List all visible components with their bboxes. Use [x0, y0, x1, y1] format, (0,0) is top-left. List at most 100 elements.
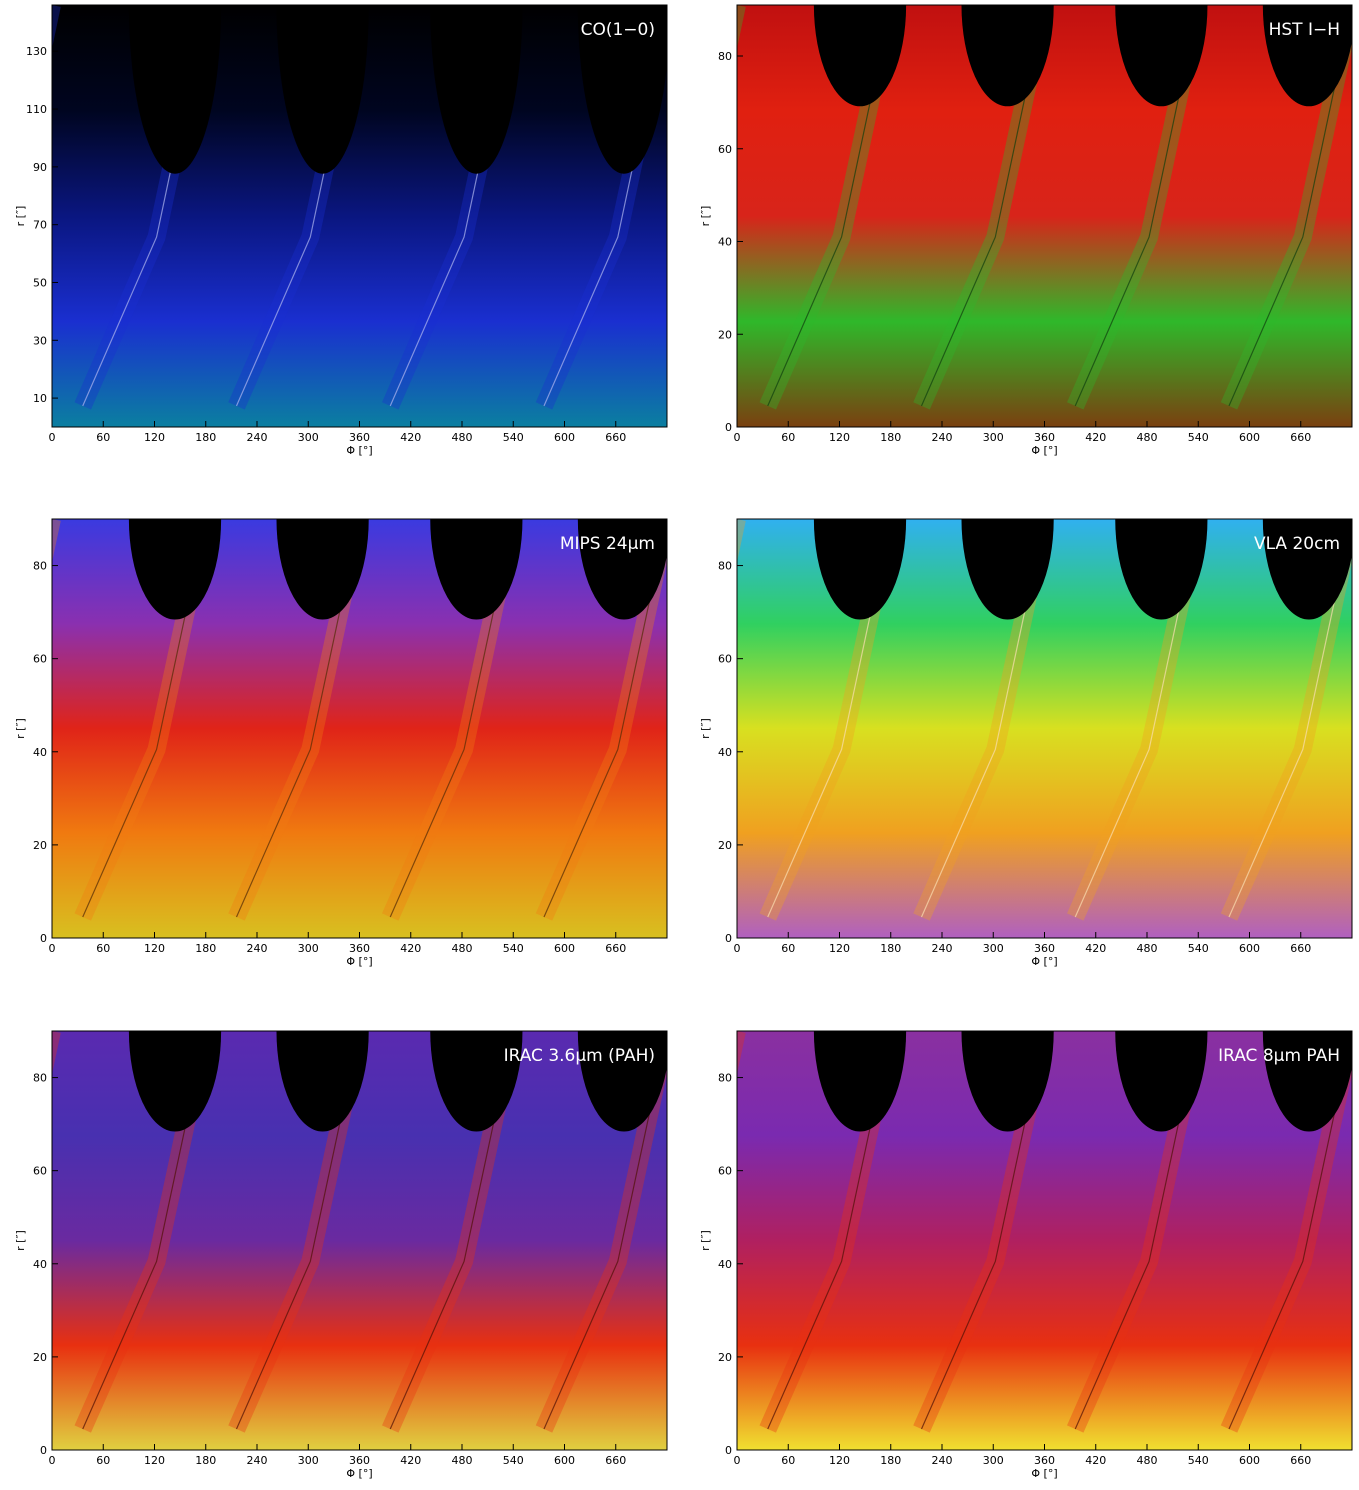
x-tick-label: 120 — [829, 1454, 850, 1467]
x-axis-label: Φ [°] — [346, 444, 372, 457]
panel-title: IRAC 3.6μm (PAH) — [504, 1046, 655, 1066]
blank-lobe — [813, 5, 907, 107]
blank-lobe — [276, 519, 369, 620]
y-tick-label: 110 — [26, 103, 47, 116]
x-tick-label: 660 — [1290, 942, 1311, 955]
x-tick-label: 180 — [880, 431, 901, 444]
blank-lobe — [577, 519, 667, 620]
panel: 0 60 120 180 240 300 360 420 480 540 600 660 0 20 40 60… — [699, 518, 1353, 968]
x-tick-label: 540 — [503, 942, 524, 955]
map-structure — [52, 1031, 667, 1433]
blank-lobe — [430, 519, 523, 620]
panel-title: CO(1−0) — [581, 20, 655, 40]
x-tick-label: 300 — [298, 431, 319, 444]
y-tick-label: 60 — [718, 143, 732, 156]
x-tick-label: 660 — [1290, 1454, 1311, 1467]
blank-lobe — [961, 519, 1054, 620]
y-tick-label: 130 — [26, 45, 47, 58]
y-tick-label: 90 — [33, 161, 47, 174]
x-tick-label: 360 — [1034, 431, 1055, 444]
panel-title: HST I−H — [1269, 20, 1340, 40]
y-tick-label: 40 — [33, 746, 47, 759]
y-tick-label: 20 — [33, 1351, 47, 1364]
x-tick-label: 240 — [247, 431, 268, 444]
y-tick-label: 50 — [33, 276, 47, 289]
blank-lobe — [128, 5, 222, 174]
x-tick-label: 0 — [734, 431, 741, 444]
x-tick-label: 420 — [400, 431, 421, 444]
map-structure — [52, 5, 667, 410]
blank-lobe — [1115, 519, 1208, 620]
x-tick-label: 180 — [195, 1454, 216, 1467]
x-tick-label: 240 — [932, 1454, 953, 1467]
x-tick-label: 420 — [400, 1454, 421, 1467]
x-tick-label: 180 — [880, 1454, 901, 1467]
y-axis-label: r [″] — [14, 718, 27, 739]
x-tick-label: 480 — [452, 942, 473, 955]
map-structure — [52, 519, 667, 921]
y-axis-label: r [″] — [14, 1230, 27, 1251]
blank-lobe — [577, 1031, 667, 1132]
blank-lobe — [276, 5, 369, 174]
map-structure — [737, 5, 1352, 410]
panel: 0 60 120 180 240 300 360 420 480 540 600 660 0 20 40 60… — [14, 1030, 668, 1480]
y-tick-label: 80 — [33, 560, 47, 573]
x-tick-label: 300 — [983, 431, 1004, 444]
y-tick-label: 20 — [33, 839, 47, 852]
x-tick-label: 0 — [734, 1454, 741, 1467]
blank-lobe — [1262, 1031, 1352, 1132]
x-tick-label: 120 — [144, 431, 165, 444]
x-tick-label: 540 — [1188, 942, 1209, 955]
blank-lobe — [1115, 1031, 1208, 1132]
y-tick-label: 60 — [718, 1165, 732, 1178]
x-tick-label: 420 — [400, 942, 421, 955]
x-axis-label: Φ [°] — [1031, 444, 1057, 457]
x-tick-label: 540 — [1188, 431, 1209, 444]
arm-band — [52, 519, 61, 563]
x-tick-label: 480 — [1137, 1454, 1158, 1467]
x-tick-label: 120 — [829, 942, 850, 955]
x-tick-label: 660 — [1290, 431, 1311, 444]
x-tick-label: 420 — [1085, 942, 1106, 955]
y-tick-label: 80 — [718, 50, 732, 63]
panel: 0 60 120 180 240 300 360 420 480 540 600 660 0 20 40 60… — [699, 1030, 1353, 1480]
x-tick-label: 540 — [503, 431, 524, 444]
y-tick-label: 20 — [718, 839, 732, 852]
y-tick-label: 80 — [718, 560, 732, 573]
x-tick-label: 180 — [195, 942, 216, 955]
x-tick-label: 0 — [49, 431, 56, 444]
map-structure — [737, 519, 1352, 921]
arm-streak — [52, 519, 53, 522]
x-tick-label: 600 — [554, 1454, 575, 1467]
panel-title: VLA 20cm — [1254, 534, 1340, 554]
x-tick-label: 60 — [96, 1454, 110, 1467]
arm-band — [52, 1031, 61, 1075]
y-tick-label: 10 — [33, 392, 47, 405]
y-axis-label: r [″] — [699, 718, 712, 739]
y-axis-label: r [″] — [699, 1230, 712, 1251]
panel: 0 60 120 180 240 300 360 420 480 540 600 660 0 20 40 60… — [699, 4, 1353, 457]
x-tick-label: 360 — [349, 1454, 370, 1467]
y-tick-label: 80 — [33, 1072, 47, 1085]
x-tick-label: 360 — [349, 431, 370, 444]
x-tick-label: 300 — [298, 1454, 319, 1467]
x-tick-label: 300 — [983, 942, 1004, 955]
y-tick-label: 0 — [725, 932, 732, 945]
x-tick-label: 0 — [49, 942, 56, 955]
y-tick-label: 30 — [33, 334, 47, 347]
x-tick-label: 360 — [349, 942, 370, 955]
x-tick-label: 180 — [195, 431, 216, 444]
y-axis-label: r [″] — [699, 206, 712, 227]
panel: 0 60 120 180 240 300 360 420 480 540 600 660 0 20 40 60… — [14, 518, 668, 968]
x-tick-label: 240 — [932, 431, 953, 444]
x-tick-label: 60 — [96, 431, 110, 444]
x-tick-label: 60 — [781, 1454, 795, 1467]
x-tick-label: 0 — [734, 942, 741, 955]
blank-lobe — [1262, 519, 1352, 620]
panel-title: MIPS 24μm — [560, 534, 655, 554]
x-tick-label: 120 — [829, 431, 850, 444]
x-tick-label: 540 — [503, 1454, 524, 1467]
y-tick-label: 70 — [33, 219, 47, 232]
x-tick-label: 480 — [1137, 942, 1158, 955]
